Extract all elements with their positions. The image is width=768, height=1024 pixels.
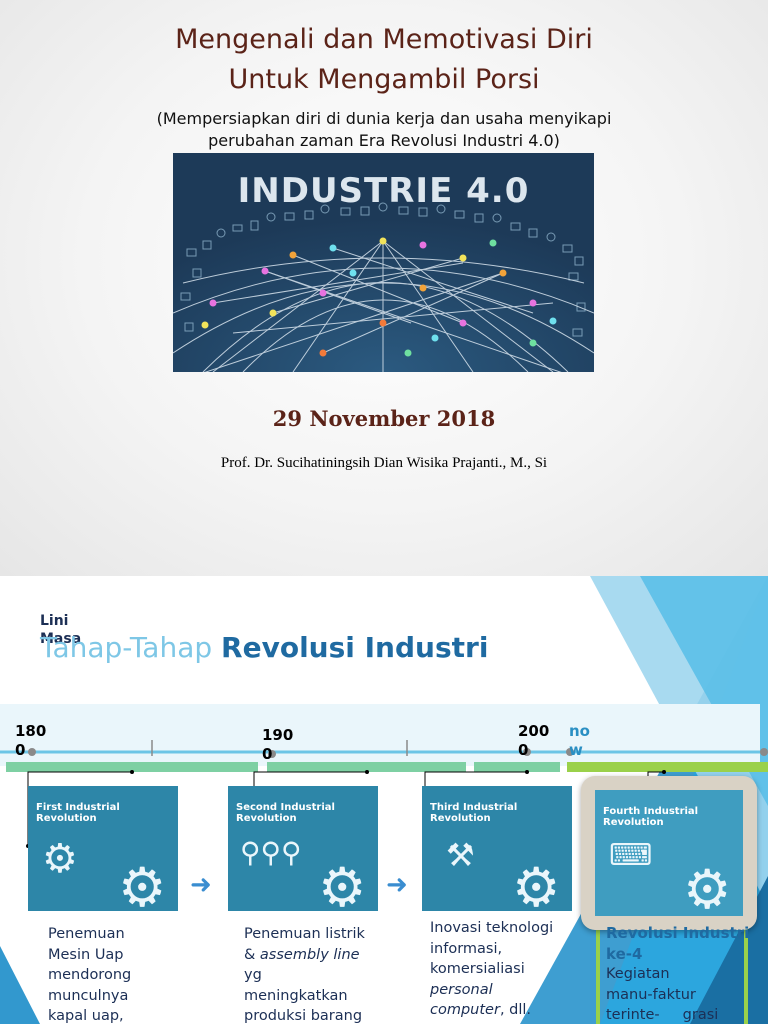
card-title: Second Industrial Revolution	[236, 802, 335, 824]
desc-italic: assembly line	[259, 946, 360, 963]
slide-subtitle-line2: perubahan zaman Era Revolusi Industri 4.…	[208, 131, 560, 150]
year-1800-a: 180	[15, 722, 47, 740]
desc-italic: personal	[430, 981, 493, 998]
timeline-dot-now	[566, 748, 574, 756]
presenter-name: Prof. Dr. Sucihatiningsih Dian Wisika Pr…	[220, 455, 548, 471]
desc-line: computer, dll.	[430, 1000, 553, 1021]
lini-masa-label: Lini Masa	[40, 612, 81, 648]
arrow-right-icon: ➜	[386, 870, 408, 900]
assembly-line-icon: ⚲⚲⚲	[240, 836, 302, 869]
year-now-a: no	[569, 722, 590, 740]
timeline-dot-1900	[268, 750, 276, 758]
card-title: First Industrial Revolution	[36, 802, 120, 824]
timeline-slide: Lini Masa Tahap-Tahap Revolusi Industri	[0, 576, 768, 1024]
year-2000-b: 0	[518, 741, 529, 759]
desc-line: manu-faktur	[606, 986, 696, 1003]
timeline-graphic	[0, 740, 768, 1024]
connected-devices-icon: ⌨	[609, 838, 653, 873]
desc-heading: ke-4	[606, 944, 643, 963]
desc-line: personal	[430, 980, 553, 1001]
desc-line: Kegiatan	[606, 966, 670, 982]
desc-third: Inovasi teknologi informasi, komersialia…	[430, 918, 553, 1021]
desc-first: Penemuan Mesin Uap mendorong munculnya k…	[48, 924, 131, 1024]
slide-heading: Tahap-Tahap Revolusi Industri	[40, 631, 488, 664]
desc-line: Penemuan	[48, 926, 125, 942]
desc-line: komersialiasi	[430, 961, 525, 977]
desc-line: informasi,	[430, 940, 503, 957]
timeline-dot-end	[760, 748, 768, 756]
slide-subtitle-line1: (Mempersiapkan diri di dunia kerja dan u…	[156, 109, 612, 128]
presentation-date: 29 November 2018	[272, 406, 496, 431]
timeline-dot-2000	[523, 748, 531, 756]
desc-amp: &	[244, 946, 260, 963]
desc-line: munculnya	[48, 987, 129, 1004]
desc-line: Inovasi teknologi	[430, 920, 554, 936]
desc-line: meningkatkan	[244, 987, 348, 1004]
desc-second: Penemuan listrik & assembly line yg meni…	[244, 924, 365, 1024]
year-2000-a: 200	[518, 722, 550, 740]
segment-3	[474, 762, 560, 772]
timeline-band	[0, 704, 760, 766]
gear-icon: ⚙	[683, 858, 732, 916]
gear-icon: ⚙	[512, 856, 561, 911]
desc-line: yg	[244, 967, 262, 983]
card-second-revolution: Second Industrial Revolution ⚲⚲⚲ ⚙	[228, 786, 378, 911]
industrie-banner: INDUSTRIE 4.0	[173, 153, 594, 372]
desc-line: produksi barang	[244, 1008, 363, 1024]
segment-4	[567, 762, 768, 772]
card-title: Fourth Industrial Revolution	[603, 806, 699, 828]
card-first-revolution: First Industrial Revolution ⚙ ⚙	[28, 786, 178, 911]
slide-title-line1: Mengenali dan Memotivasi Diri	[175, 24, 593, 55]
gear-icon: ⚙	[318, 856, 367, 911]
desc-fourth: Revolusi Industri ke-4 Kegiatan manu-fak…	[606, 923, 749, 1024]
segment-1	[6, 762, 258, 772]
card-title: Third Industrial Revolution	[430, 802, 518, 824]
segment-2	[267, 762, 466, 772]
year-now: no w	[569, 722, 590, 760]
network-globe-icon	[173, 153, 594, 372]
desc-line: Mesin Uap	[48, 946, 124, 963]
arrow-right-icon: ➜	[190, 870, 212, 900]
year-1900-a: 190	[262, 726, 294, 744]
year-2000: 200 0	[518, 722, 549, 760]
year-1900-b: 0	[262, 745, 273, 763]
title-slide: Mengenali dan Memotivasi Diri Untuk Meng…	[0, 0, 768, 576]
heading-bold: Revolusi Industri	[221, 631, 489, 664]
year-1800: 180 0	[15, 722, 46, 760]
masa-label: Masa	[40, 631, 82, 647]
year-1900: 190 0	[262, 726, 293, 764]
steam-engine-icon: ⚙	[42, 836, 78, 882]
slide-title-line2: Untuk Mengambil Porsi	[228, 64, 540, 95]
card-fourth-revolution: Fourth Industrial Revolution ⌨ ⚙	[595, 790, 743, 916]
desc-italic: computer	[430, 1002, 500, 1018]
heading-plain: Tahap-Tahap	[40, 631, 222, 664]
desc-heading: Revolusi Industri	[606, 924, 750, 942]
timeline-dot-1800	[28, 748, 36, 756]
desc-tail: , dll.	[499, 1002, 532, 1018]
year-now-b: w	[569, 741, 583, 759]
banner-title: INDUSTRIE 4.0	[237, 171, 530, 211]
desc-line: kapal uap,	[48, 1008, 124, 1024]
lini-label: Lini	[40, 613, 69, 629]
year-1800-b: 0	[15, 741, 26, 759]
desc-line: mendorong	[48, 967, 132, 983]
desc-line: Penemuan listrik	[244, 926, 365, 942]
card-third-revolution: Third Industrial Revolution ⚒ ⚙	[422, 786, 572, 911]
gear-icon: ⚙	[118, 856, 167, 911]
robot-arm-icon: ⚒	[446, 836, 475, 874]
desc-line: terinte- grasi	[606, 1007, 719, 1023]
desc-line: & assembly line	[244, 945, 365, 966]
